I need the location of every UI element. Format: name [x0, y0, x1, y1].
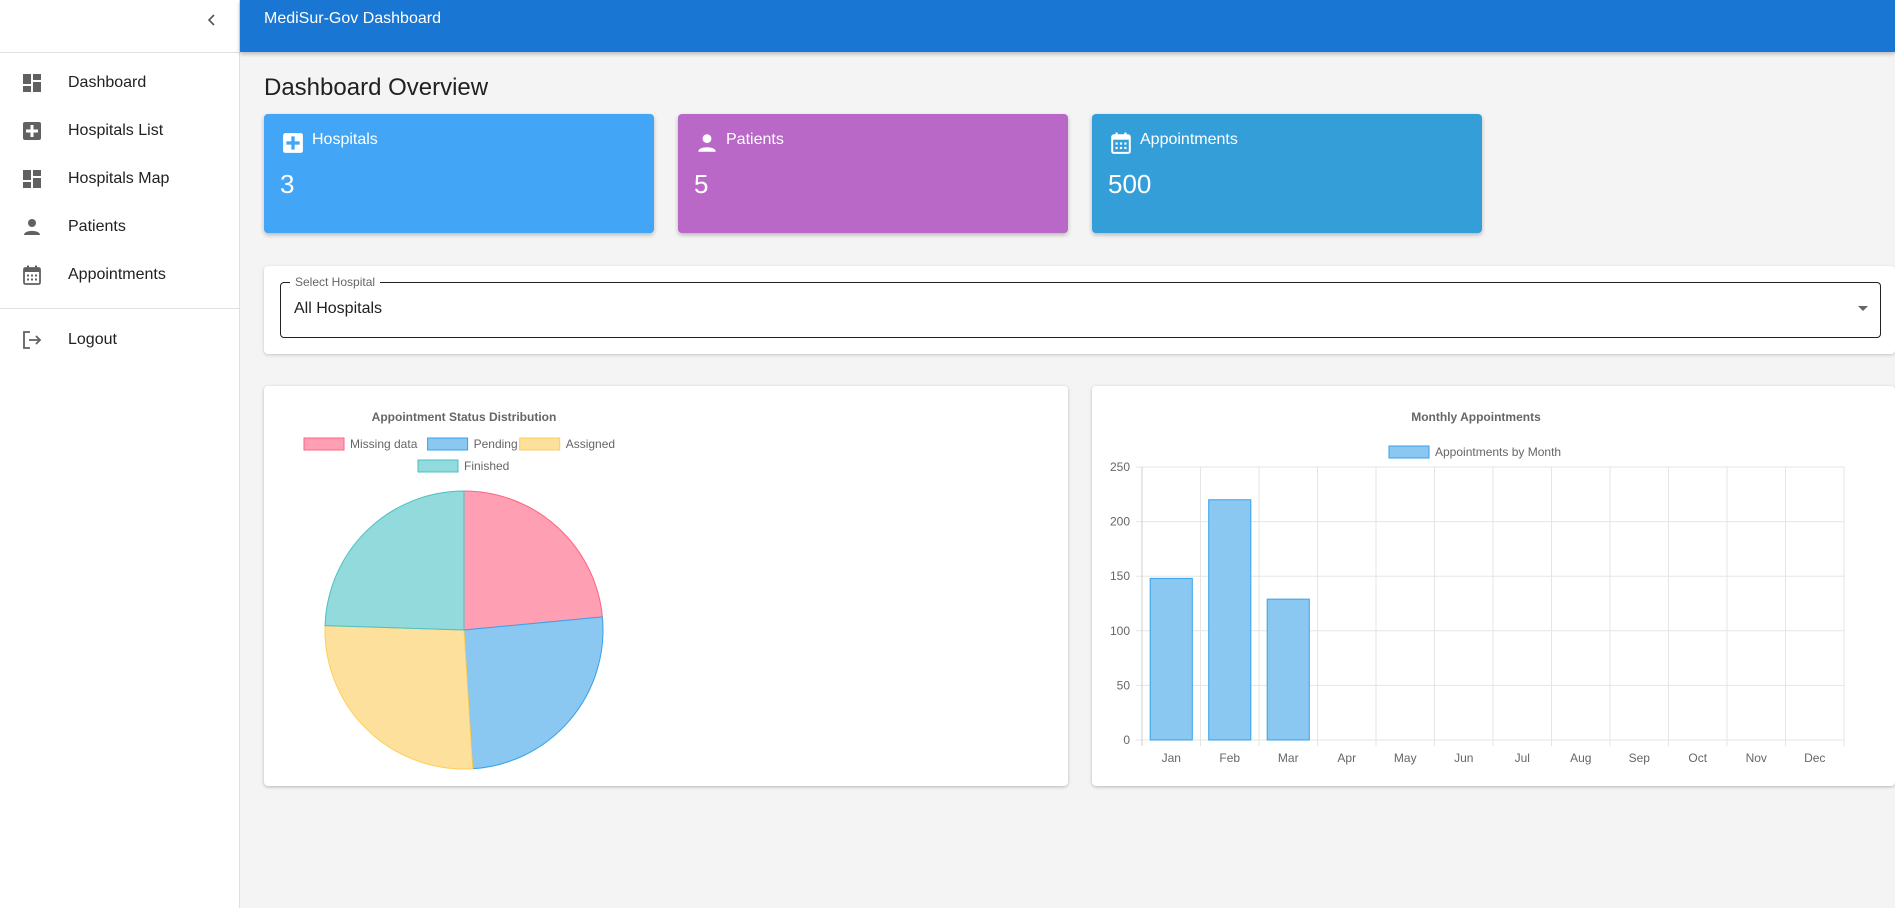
collapse-sidebar-button[interactable]: [200, 8, 224, 32]
dashboard-icon: [23, 170, 41, 188]
x-tick-label: May: [1394, 751, 1417, 765]
stat-value: 5: [694, 169, 709, 199]
y-tick-label: 150: [1110, 569, 1130, 583]
stat-label: Appointments: [1140, 131, 1238, 148]
y-tick-label: 100: [1110, 624, 1130, 638]
hospital-select[interactable]: Select Hospital All Hospitals: [280, 275, 1881, 338]
hospital-filter-card: Select Hospital All Hospitals: [264, 266, 1895, 354]
x-tick-label: Aug: [1570, 751, 1591, 765]
stat-card-hospitals: Hospitals 3: [264, 114, 654, 233]
x-tick-label: Jul: [1515, 751, 1530, 765]
page-title: Dashboard Overview: [264, 74, 489, 101]
legend-swatch: [417, 459, 459, 473]
sidebar-item-label: Appointments: [68, 266, 166, 283]
x-tick-label: Apr: [1337, 751, 1356, 765]
bar-chart-title: Monthly Appointments: [1411, 410, 1541, 424]
sidebar-item-label: Hospitals List: [68, 122, 164, 139]
logout-icon: [23, 331, 42, 349]
app-bar: MediSur-Gov Dashboard: [240, 0, 1895, 52]
sidebar-item-label: Patients: [68, 218, 126, 235]
chevron-down-icon: [1858, 306, 1868, 311]
pie-slice-assigned[interactable]: [324, 625, 474, 770]
sidebar-item-label: Hospitals Map: [68, 170, 170, 187]
pie-slice-missing-data[interactable]: [463, 490, 603, 631]
legend-swatch: [1388, 445, 1430, 459]
hospital-select-label: Select Hospital: [290, 275, 381, 289]
stat-card-appointments: Appointments 500: [1092, 114, 1482, 233]
status-chart-card: Appointment Status Distribution Missing …: [264, 386, 1068, 786]
x-tick-label: Feb: [1219, 751, 1240, 765]
stat-value: 3: [280, 169, 295, 199]
sidebar-item-dashboard[interactable]: Dashboard: [0, 59, 240, 107]
legend-swatch: [519, 437, 561, 451]
calendar-icon: [1111, 132, 1131, 154]
sidebar-divider-top: [0, 52, 240, 53]
y-tick-label: 0: [1123, 733, 1130, 747]
monthly-chart-card: Monthly Appointments Appointments by Mon…: [1092, 386, 1895, 786]
chevron-left-icon: [207, 14, 215, 26]
x-tick-label: Nov: [1746, 751, 1767, 765]
sidebar-item-label: Logout: [68, 331, 117, 348]
pie-legend-item[interactable]: Missing data: [303, 437, 418, 451]
sidebar-item-hospitals-map[interactable]: Hospitals Map: [0, 155, 240, 203]
x-tick-label: Jun: [1454, 751, 1473, 765]
sidebar: Dashboard Hospitals List Hospitals Map P…: [0, 0, 240, 908]
x-tick-label: Jan: [1162, 751, 1181, 765]
dashboard-icon: [23, 74, 41, 92]
legend-label: Assigned: [566, 437, 615, 451]
pie-legend-item[interactable]: Assigned: [519, 437, 615, 451]
pie-legend-item[interactable]: Pending: [427, 437, 518, 451]
legend-swatch: [427, 437, 469, 451]
bar-legend-item[interactable]: Appointments by Month: [1388, 445, 1561, 459]
x-tick-label: Sep: [1629, 751, 1651, 765]
app-title: MediSur-Gov Dashboard: [264, 10, 441, 27]
legend-label: Appointments by Month: [1435, 445, 1561, 459]
y-tick-label: 250: [1110, 460, 1130, 474]
y-tick-label: 200: [1110, 515, 1130, 529]
bar-mar[interactable]: [1266, 598, 1310, 741]
stat-label: Hospitals: [312, 131, 378, 148]
monthly-bar-chart: Monthly Appointments Appointments by Mon…: [1110, 410, 1845, 765]
bar-feb[interactable]: [1208, 499, 1252, 741]
hospital-icon: [283, 133, 303, 153]
pie-chart-title: Appointment Status Distribution: [372, 410, 557, 424]
legend-label: Finished: [464, 459, 509, 473]
sidebar-item-label: Dashboard: [68, 74, 147, 91]
x-tick-label: Mar: [1278, 751, 1299, 765]
stat-label: Patients: [726, 131, 784, 148]
x-tick-label: Oct: [1688, 751, 1707, 765]
pie-slice-finished[interactable]: [324, 490, 465, 631]
stat-card-patients: Patients 5: [678, 114, 1068, 233]
sidebar-item-appointments[interactable]: Appointments: [0, 251, 240, 299]
sidebar-item-patients[interactable]: Patients: [0, 203, 240, 251]
legend-swatch: [303, 437, 345, 451]
legend-label: Missing data: [350, 437, 418, 451]
sidebar-item-hospitals-list[interactable]: Hospitals List: [0, 107, 240, 155]
calendar-icon: [23, 265, 41, 285]
pie-slice-pending[interactable]: [463, 616, 604, 770]
pie-legend-item[interactable]: Finished: [417, 459, 509, 473]
person-icon: [698, 134, 716, 152]
bar-jan[interactable]: [1149, 577, 1193, 741]
hospital-select-value: All Hospitals: [294, 300, 383, 317]
y-tick-label: 50: [1117, 678, 1131, 692]
x-tick-label: Dec: [1804, 751, 1825, 765]
sidebar-item-logout[interactable]: Logout: [0, 316, 240, 364]
status-pie-chart: Appointment Status Distribution Missing …: [303, 410, 615, 770]
person-icon: [24, 219, 40, 235]
sidebar-divider-bottom: [0, 308, 240, 309]
hospital-icon: [23, 122, 41, 140]
legend-label: Pending: [474, 437, 518, 451]
stat-value: 500: [1108, 169, 1152, 199]
